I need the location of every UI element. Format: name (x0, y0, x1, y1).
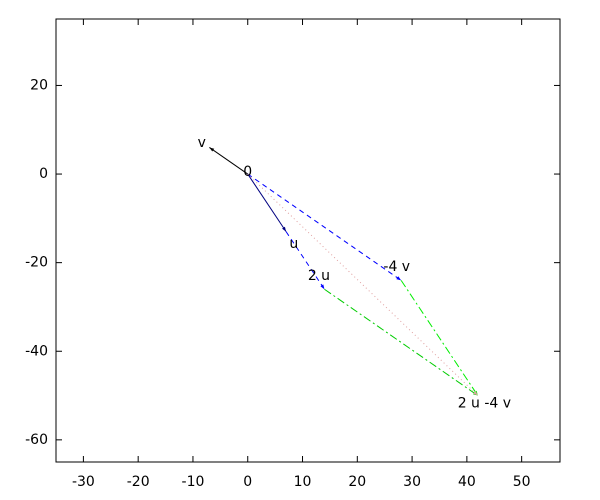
x-tick-label: -30 (72, 474, 95, 490)
arrow-head (209, 147, 215, 152)
x-tick-label: 0 (243, 474, 252, 490)
x-tick-label: 30 (403, 474, 421, 490)
y-tick-label: -20 (25, 255, 48, 271)
vector-label: 2 u -4 v (458, 396, 511, 412)
x-tick-label: 40 (458, 474, 476, 490)
x-tick-label: 10 (294, 474, 312, 490)
x-tick-label: -20 (127, 474, 150, 490)
plot-frame (55, 18, 561, 463)
y-tick-label: -60 (25, 432, 48, 448)
vector (324, 288, 479, 396)
arrow-head (473, 391, 478, 396)
vector-label: v (198, 135, 206, 151)
vector-label: u (289, 236, 298, 252)
arrow-head (282, 226, 287, 232)
y-tick-label: -40 (25, 343, 48, 359)
vector (247, 173, 479, 396)
x-tick-label: -10 (182, 474, 205, 490)
x-tick-label: 20 (348, 474, 366, 490)
vector-label: 0 (243, 164, 252, 180)
vector-label: 2 u (308, 268, 330, 284)
vector (247, 173, 287, 232)
vector (400, 280, 479, 396)
arrow-head (320, 284, 325, 290)
vector (285, 231, 325, 290)
x-tick-label: 50 (513, 474, 531, 490)
vector-label: -4 v (383, 259, 410, 275)
vector (209, 147, 249, 175)
arrow-head (396, 276, 402, 281)
vector (247, 173, 402, 281)
y-tick-label: 0 (39, 166, 48, 182)
y-tick-label: 20 (30, 77, 48, 93)
